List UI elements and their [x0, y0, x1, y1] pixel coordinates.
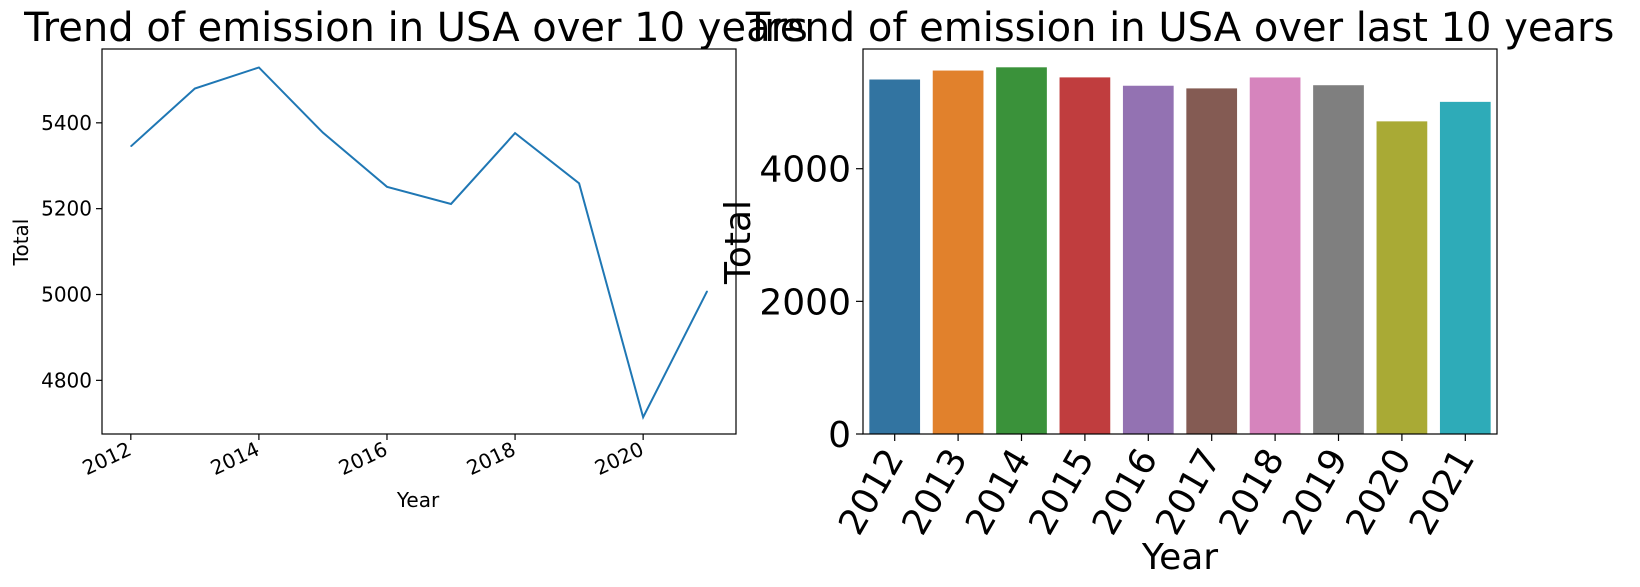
line-data-point: [194, 87, 196, 89]
bar-x-tick-label: 2020: [1338, 442, 1419, 542]
bar-x-tick-label: 2021: [1402, 442, 1483, 542]
line-chart: Trend of emission in USA over 10 years 2…: [9, 5, 808, 512]
line-y-tick-label: 5400: [41, 111, 92, 135]
bar-x-tick-label: 2013: [895, 442, 976, 542]
line-x-tick-label: 2018: [463, 437, 519, 480]
line-x-tick-label: 2016: [335, 437, 391, 480]
bar: [1122, 85, 1174, 434]
bar: [1186, 88, 1238, 434]
bar: [1439, 101, 1491, 435]
bar-chart-title: Trend of emission in USA over last 10 ye…: [745, 5, 1615, 51]
bar-x-tick-label: 2018: [1212, 442, 1293, 542]
bar-x-tick-label: 2017: [1148, 442, 1229, 542]
bar-chart-y-ticks: 0 2000 4000: [759, 150, 863, 456]
line-chart-x-ticks: 2012 2014 2016 2018 2020: [79, 434, 647, 480]
bar-chart: Trend of emission in USA over last 10 ye…: [718, 5, 1614, 578]
bar-y-tick-label: 4000: [759, 150, 851, 191]
line-data-point: [450, 203, 452, 205]
line-y-tick-label: 5200: [41, 197, 92, 221]
bar-y-tick-label: 0: [828, 415, 851, 456]
line-data-point: [130, 145, 132, 147]
bar-chart-y-axis-label: Total: [718, 200, 759, 285]
bar-x-tick-label: 2019: [1275, 442, 1356, 542]
bar: [869, 79, 921, 435]
line-chart-x-axis-label: Year: [396, 488, 440, 512]
bar-x-tick-label: 2012: [831, 442, 912, 542]
bar: [1376, 121, 1428, 434]
line-y-tick-label: 5000: [41, 283, 92, 307]
line-data-point: [386, 186, 388, 188]
bar-x-tick-label: 2016: [1085, 442, 1166, 542]
line-x-tick-label: 2014: [207, 437, 263, 480]
line-chart-plot-frame: [101, 48, 737, 435]
line-series-path: [130, 66, 709, 421]
bar-x-tick-label: 2015: [1021, 442, 1102, 542]
line-y-tick-label: 4800: [41, 368, 92, 392]
line-data-point: [258, 66, 260, 68]
line-x-tick-label: 2020: [591, 437, 647, 480]
bar: [1313, 85, 1364, 434]
bar: [1249, 77, 1301, 434]
line-chart-y-ticks: 4800 5000 5200 5400: [41, 111, 102, 392]
bar: [996, 67, 1047, 435]
bar-chart-x-axis-label: Year: [1141, 537, 1218, 578]
bar-y-tick-label: 2000: [759, 282, 851, 323]
bar: [932, 70, 984, 435]
line-chart-title: Trend of emission in USA over 10 years: [23, 5, 808, 51]
line-data-point: [578, 182, 580, 184]
line-chart-y-axis-label: Total: [9, 219, 33, 267]
bar: [1059, 77, 1111, 435]
line-data-point: [514, 132, 516, 134]
line-chart-points: [130, 66, 708, 418]
line-data-point: [706, 290, 708, 292]
bar-x-tick-label: 2014: [958, 442, 1039, 542]
bar-chart-bars: [869, 67, 1491, 435]
line-x-tick-label: 2012: [79, 437, 135, 480]
line-data-point: [322, 132, 324, 134]
bar-chart-plot-frame: [862, 48, 1498, 435]
line-data-point: [642, 416, 644, 418]
